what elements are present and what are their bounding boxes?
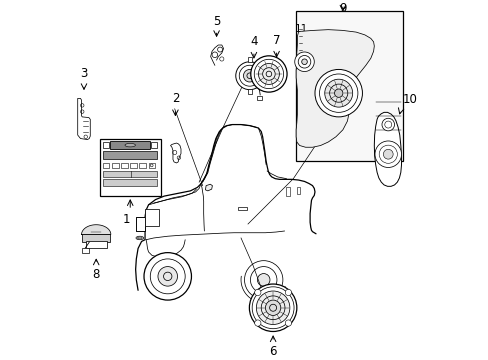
Bar bbox=[151, 142, 157, 148]
Bar bbox=[296, 11, 403, 161]
Bar bbox=[103, 151, 157, 159]
Text: 2: 2 bbox=[171, 93, 179, 105]
Circle shape bbox=[314, 69, 362, 117]
Bar bbox=[121, 163, 127, 168]
Circle shape bbox=[249, 284, 296, 332]
Circle shape bbox=[374, 141, 401, 167]
Bar bbox=[100, 139, 161, 196]
Bar bbox=[148, 163, 155, 168]
Circle shape bbox=[143, 253, 191, 300]
Bar bbox=[247, 57, 251, 62]
Circle shape bbox=[158, 267, 177, 286]
Ellipse shape bbox=[150, 164, 153, 167]
Circle shape bbox=[235, 62, 263, 90]
Circle shape bbox=[324, 79, 352, 107]
Circle shape bbox=[381, 118, 394, 131]
Bar bbox=[112, 163, 118, 168]
Circle shape bbox=[334, 89, 342, 97]
Circle shape bbox=[294, 52, 314, 72]
Bar bbox=[145, 209, 159, 226]
Bar bbox=[247, 89, 251, 94]
Text: 6: 6 bbox=[269, 346, 276, 359]
Text: 11: 11 bbox=[294, 24, 307, 34]
Circle shape bbox=[265, 300, 280, 315]
Bar bbox=[237, 207, 247, 210]
Circle shape bbox=[254, 289, 261, 296]
Circle shape bbox=[257, 274, 269, 286]
Bar bbox=[130, 163, 137, 168]
Bar bbox=[103, 142, 109, 148]
Ellipse shape bbox=[125, 143, 135, 147]
Circle shape bbox=[285, 289, 291, 296]
Bar bbox=[136, 217, 145, 231]
Circle shape bbox=[250, 56, 286, 92]
Bar bbox=[257, 96, 262, 100]
Polygon shape bbox=[81, 225, 111, 234]
Bar bbox=[103, 171, 157, 177]
Circle shape bbox=[244, 261, 282, 299]
Bar bbox=[296, 187, 300, 194]
Text: 3: 3 bbox=[80, 67, 87, 80]
Bar bbox=[139, 163, 145, 168]
Circle shape bbox=[243, 69, 256, 82]
Text: 9: 9 bbox=[339, 3, 346, 15]
Polygon shape bbox=[78, 98, 90, 140]
Polygon shape bbox=[296, 30, 373, 147]
Circle shape bbox=[383, 149, 392, 159]
Ellipse shape bbox=[136, 236, 143, 240]
Circle shape bbox=[285, 320, 291, 326]
Circle shape bbox=[254, 320, 261, 326]
Circle shape bbox=[258, 63, 279, 85]
Bar bbox=[81, 248, 88, 253]
Ellipse shape bbox=[137, 237, 142, 239]
Bar bbox=[286, 187, 289, 196]
Circle shape bbox=[301, 59, 306, 64]
Bar bbox=[110, 141, 150, 149]
Bar bbox=[82, 234, 110, 242]
Text: 5: 5 bbox=[212, 14, 220, 28]
Polygon shape bbox=[205, 184, 212, 191]
Text: 8: 8 bbox=[92, 267, 100, 281]
Bar bbox=[103, 179, 157, 186]
Bar bbox=[136, 217, 145, 231]
Polygon shape bbox=[170, 143, 181, 163]
Text: 4: 4 bbox=[250, 36, 257, 49]
Bar bbox=[85, 242, 107, 248]
Text: 1: 1 bbox=[123, 213, 130, 226]
Polygon shape bbox=[373, 112, 401, 186]
Bar bbox=[103, 163, 109, 168]
Text: 7: 7 bbox=[272, 35, 280, 48]
Text: 10: 10 bbox=[402, 93, 416, 106]
Circle shape bbox=[256, 291, 289, 324]
